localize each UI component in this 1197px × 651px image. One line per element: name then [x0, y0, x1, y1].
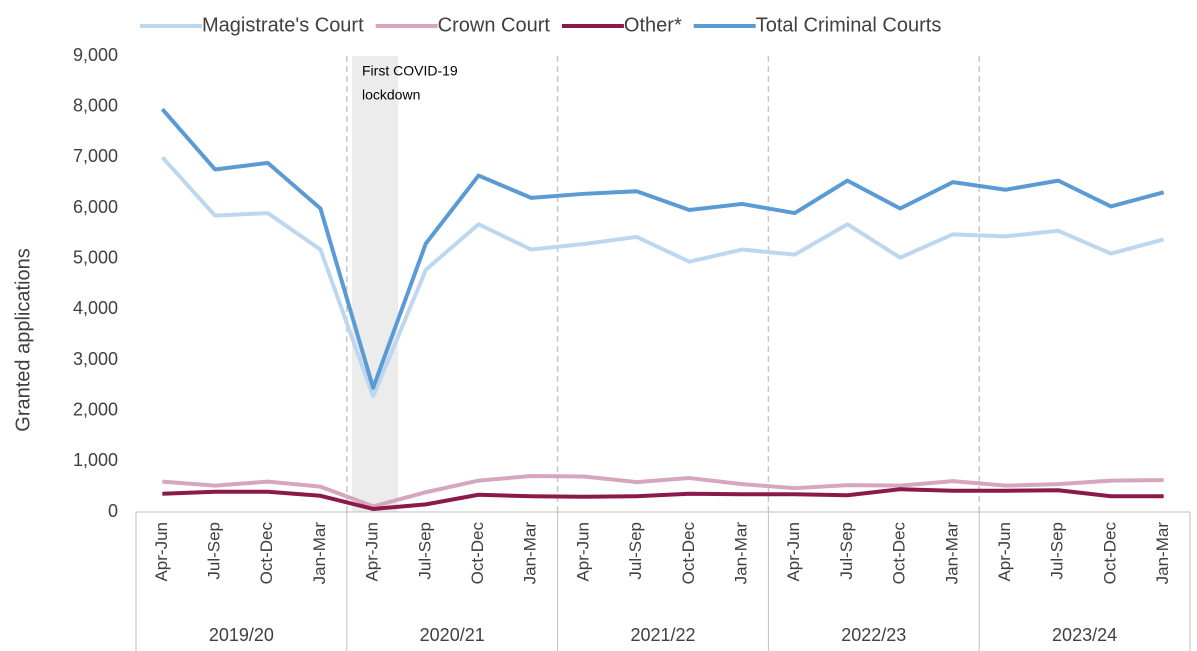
y-tick-label: 5,000: [73, 247, 118, 267]
x-tick-label: Apr-Jun: [995, 522, 1014, 582]
x-tick-label: Jan-Mar: [942, 522, 961, 585]
x-tick-label: Jul-Sep: [205, 522, 224, 580]
lockdown-shade: [352, 56, 398, 512]
x-tick-label: Jan-Mar: [521, 522, 540, 585]
x-tick-label: Apr-Jun: [573, 522, 592, 582]
group-label: 2020/21: [420, 625, 485, 645]
x-tick-label: Apr-Jun: [784, 522, 803, 582]
x-tick-label: Jul-Sep: [837, 522, 856, 580]
y-tick-label: 6,000: [73, 197, 118, 217]
x-tick-label: Jan-Mar: [310, 522, 329, 585]
group-label: 2021/22: [630, 625, 695, 645]
group-label: 2023/24: [1052, 625, 1117, 645]
annotation: First COVID-19: [362, 63, 458, 79]
y-tick-label: 7,000: [73, 146, 118, 166]
y-tick-label: 1,000: [73, 450, 118, 470]
x-tick-label: Apr-Jun: [363, 522, 382, 582]
y-tick-label: 9,000: [73, 45, 118, 65]
group-label: 2019/20: [209, 625, 274, 645]
series-line: [160, 107, 1165, 390]
annotation: lockdown: [362, 87, 420, 103]
group-label: 2022/23: [841, 625, 906, 645]
legend-label: Total Criminal Courts: [756, 14, 942, 36]
series-line: [162, 474, 1164, 509]
legend-label: Magistrate's Court: [202, 14, 364, 36]
y-axis-label: Granted applications: [12, 248, 34, 431]
x-tick-label: Oct-Dec: [679, 522, 698, 585]
y-tick-label: 0: [108, 501, 118, 521]
y-tick-label: 4,000: [73, 298, 118, 318]
x-tick-label: Oct-Dec: [1100, 522, 1119, 585]
y-tick-label: 2,000: [73, 399, 118, 419]
x-tick-label: Jan-Mar: [1153, 522, 1172, 585]
legend-label: Crown Court: [438, 14, 551, 36]
x-tick-label: Jul-Sep: [626, 522, 645, 580]
y-tick-label: 3,000: [73, 349, 118, 369]
x-tick-label: Oct-Dec: [257, 522, 276, 585]
y-tick-label: 8,000: [73, 95, 118, 115]
series-line: [162, 487, 1164, 511]
x-tick-label: Apr-Jun: [152, 522, 171, 582]
series-line: [160, 155, 1165, 399]
x-tick-label: Oct-Dec: [890, 522, 909, 585]
x-tick-label: Jan-Mar: [732, 522, 751, 585]
legend-label: Other*: [624, 14, 682, 36]
x-tick-label: Oct-Dec: [468, 522, 487, 585]
x-tick-label: Jul-Sep: [415, 522, 434, 580]
x-tick-label: Jul-Sep: [1048, 522, 1067, 580]
